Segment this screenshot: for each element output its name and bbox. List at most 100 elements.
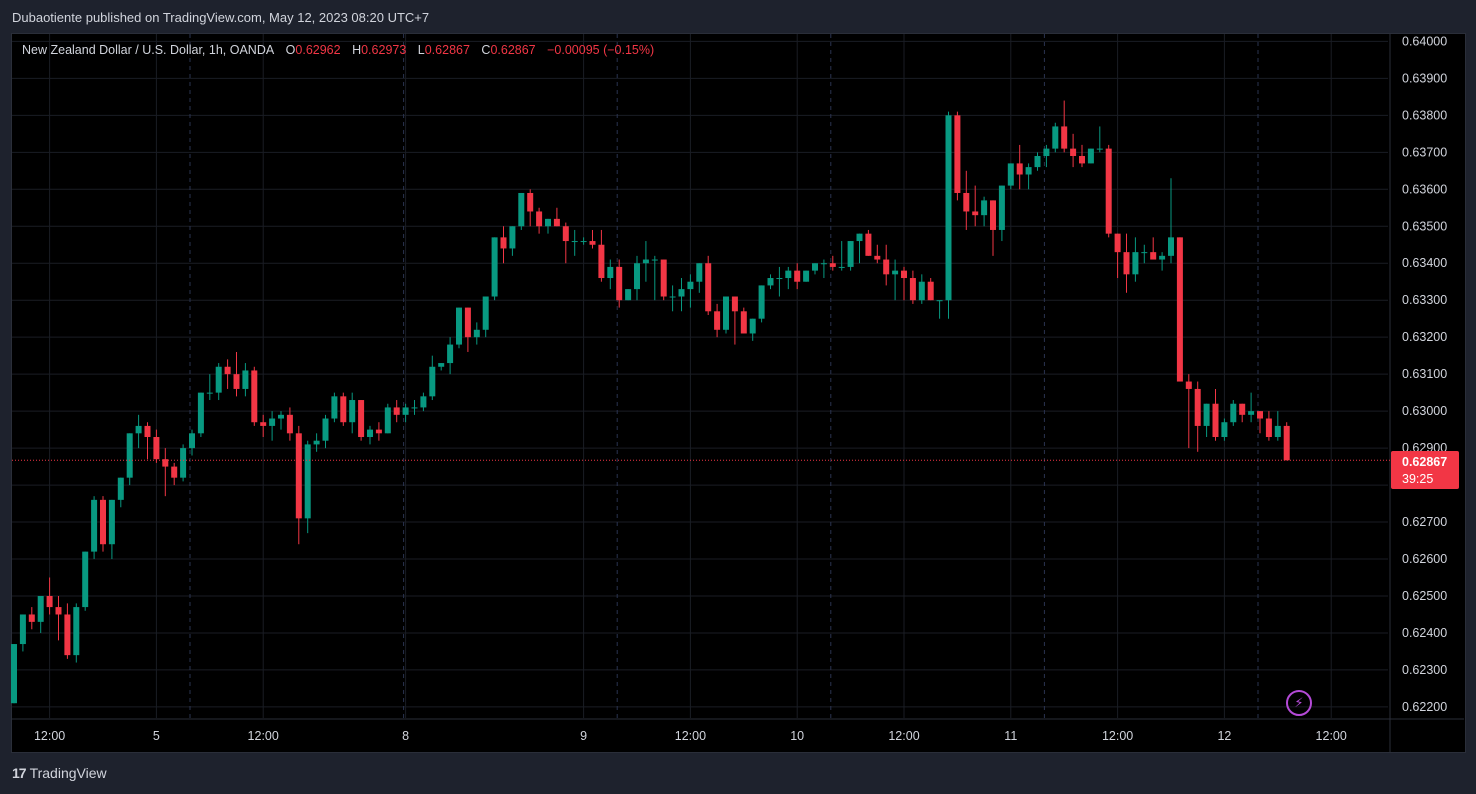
candle-body	[1123, 252, 1130, 275]
candle-body	[598, 244, 605, 279]
candle-body	[856, 233, 863, 242]
candle-body	[580, 241, 587, 243]
candle-body	[1105, 148, 1112, 234]
candle-body	[838, 266, 845, 268]
candle-body	[278, 414, 284, 419]
y-tick-label: 0.63000	[1402, 404, 1447, 418]
candle-body	[482, 296, 489, 330]
candle-body	[295, 433, 302, 519]
candle-body	[375, 429, 382, 434]
high-label: H	[352, 43, 362, 57]
candle-body	[144, 425, 151, 438]
candle-body	[1087, 148, 1094, 164]
x-tick-label: 12:00	[1316, 729, 1347, 743]
candle-body	[553, 218, 560, 227]
candle-body	[11, 644, 17, 704]
candle-body	[1194, 388, 1201, 426]
candle-body	[562, 226, 569, 242]
candle-body	[420, 396, 427, 408]
candle-body	[909, 278, 916, 301]
lightning-icon[interactable]: ⚡	[1286, 690, 1312, 716]
candle-body	[723, 296, 729, 330]
candle-body	[473, 329, 480, 338]
candle-body	[927, 281, 934, 301]
candle-body	[251, 370, 258, 423]
candle-body	[215, 366, 222, 393]
candle-body	[233, 374, 240, 389]
candle-body	[411, 407, 418, 409]
low-value: 0.62867	[424, 43, 470, 57]
candle-body	[571, 241, 578, 243]
candle-body	[91, 499, 98, 552]
candle-body	[1070, 148, 1077, 157]
candle-body	[37, 595, 44, 622]
y-tick-label: 0.63700	[1402, 145, 1447, 159]
candle-body	[82, 551, 89, 608]
candle-body	[126, 433, 133, 478]
change-value: −0.00095 (−0.15%)	[547, 43, 655, 57]
symbol-title[interactable]: New Zealand Dollar / U.S. Dollar, 1h, OA…	[22, 43, 275, 57]
candle-body	[829, 263, 836, 267]
candle-body	[1096, 148, 1103, 150]
y-tick-label: 0.63900	[1402, 71, 1447, 85]
candle-body	[545, 218, 551, 227]
candle-body	[1248, 411, 1255, 415]
candle-body	[901, 270, 907, 279]
candle-body	[705, 263, 712, 312]
y-tick-label: 0.62500	[1402, 589, 1447, 603]
candle-body	[384, 407, 391, 434]
candle-body	[625, 289, 632, 301]
candle-body	[1168, 237, 1174, 256]
candle-body	[73, 607, 80, 656]
candle-body	[197, 392, 204, 434]
candle-body	[108, 499, 115, 545]
x-tick-label: 12	[1217, 729, 1231, 743]
candle-body	[634, 263, 640, 290]
candle-body	[990, 200, 996, 230]
candle-body	[367, 429, 373, 438]
open-label: O	[285, 43, 296, 57]
candle-body	[607, 266, 614, 279]
candle-body	[918, 281, 925, 301]
candle-body	[135, 425, 142, 434]
candle-body	[954, 115, 961, 193]
close-value: 0.62867	[490, 43, 536, 57]
tradingview-logo[interactable]: 17 TradingView	[12, 765, 107, 781]
candle-body	[242, 370, 249, 389]
y-tick-label: 0.63200	[1402, 330, 1447, 344]
candle-body	[322, 418, 329, 441]
candle-body	[803, 270, 810, 282]
candle-body	[393, 407, 400, 415]
candle-body	[865, 233, 872, 256]
candle-body	[794, 270, 801, 282]
candle-body	[740, 311, 747, 334]
x-tick-label: 12:00	[675, 729, 706, 743]
candle-body	[1016, 163, 1023, 175]
candle-body	[456, 307, 462, 345]
candle-body	[527, 192, 534, 212]
candle-body	[963, 192, 970, 212]
candle-body	[46, 595, 53, 608]
candle-body	[429, 366, 436, 397]
candle-body	[313, 440, 320, 445]
candle-body	[402, 407, 409, 415]
candle-body	[1007, 163, 1014, 186]
candle-body	[1114, 233, 1121, 253]
candle-body	[153, 437, 160, 460]
candle-body	[19, 614, 26, 645]
candle-body	[1034, 156, 1041, 168]
candle-body	[1176, 237, 1183, 382]
candle-body	[714, 311, 721, 330]
candle-body	[678, 289, 685, 297]
candle-body	[464, 307, 471, 338]
x-tick-label: 10	[790, 729, 804, 743]
candle-body	[616, 266, 623, 301]
candle-body	[820, 263, 827, 265]
candle-body	[776, 278, 783, 280]
candle-body	[749, 318, 756, 334]
x-tick-label: 11	[1004, 729, 1017, 743]
candle-body	[847, 241, 854, 267]
candle-body	[1025, 167, 1032, 175]
y-tick-label: 0.62300	[1402, 663, 1447, 677]
